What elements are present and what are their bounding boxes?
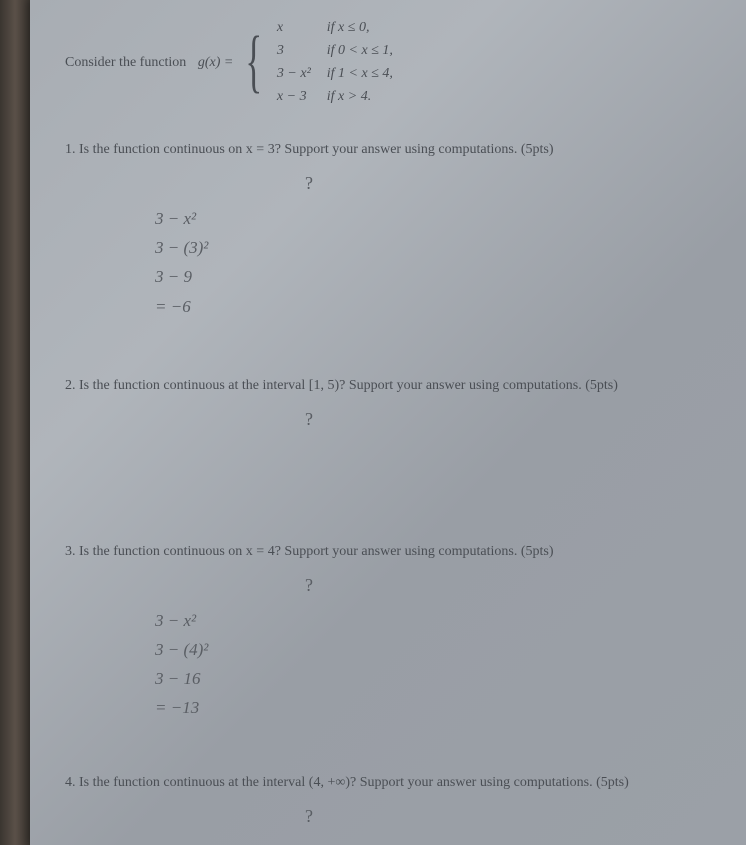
work-line: 3 − (4)² bbox=[155, 636, 706, 663]
function-name: g(x) = bbox=[194, 52, 233, 73]
handwritten-annotation: ? bbox=[305, 406, 706, 433]
work-line: 3 − (3)² bbox=[155, 234, 706, 261]
piece-expr: x bbox=[277, 17, 325, 38]
piece-cond: if x > 4. bbox=[327, 86, 407, 107]
handwritten-work-q1: 3 − x² 3 − (3)² 3 − 9 = −6 bbox=[155, 205, 706, 320]
work-line: 3 − 16 bbox=[155, 665, 706, 692]
handwritten-annotation: ? bbox=[305, 572, 706, 599]
question-1: 1. Is the function continuous on x = 3? … bbox=[65, 139, 706, 160]
function-intro: Consider the function bbox=[65, 52, 186, 73]
piece-expr: 3 − x² bbox=[277, 63, 325, 84]
work-line: = −6 bbox=[155, 293, 706, 320]
question-3: 3. Is the function continuous on x = 4? … bbox=[65, 541, 706, 562]
piecewise-pieces: xif x ≤ 0, 3if 0 < x ≤ 1, 3 − x²if 1 < x… bbox=[275, 15, 409, 109]
piece-cond: if 1 < x ≤ 4, bbox=[327, 63, 407, 84]
worksheet-content: Consider the function g(x) = { xif x ≤ 0… bbox=[30, 0, 746, 840]
piece-cond: if x ≤ 0, bbox=[327, 17, 407, 38]
question-2: 2. Is the function continuous at the int… bbox=[65, 375, 706, 396]
worksheet-paper: Consider the function g(x) = { xif x ≤ 0… bbox=[30, 0, 746, 845]
notebook-binding bbox=[0, 0, 30, 845]
handwritten-annotation: ? bbox=[305, 803, 706, 830]
piece-cond: if 0 < x ≤ 1, bbox=[327, 40, 407, 61]
piece-expr: 3 bbox=[277, 40, 325, 61]
work-line: = −13 bbox=[155, 694, 706, 721]
work-line: 3 − x² bbox=[155, 607, 706, 634]
handwritten-work-q3: 3 − x² 3 − (4)² 3 − 16 = −13 bbox=[155, 607, 706, 722]
function-definition: Consider the function g(x) = { xif x ≤ 0… bbox=[65, 15, 706, 109]
work-line: 3 − x² bbox=[155, 205, 706, 232]
piece-expr: x − 3 bbox=[277, 86, 325, 107]
work-line: 3 − 9 bbox=[155, 263, 706, 290]
question-4: 4. Is the function continuous at the int… bbox=[65, 772, 706, 793]
handwritten-annotation: ? bbox=[305, 170, 706, 197]
piecewise-brace: { bbox=[246, 27, 263, 97]
